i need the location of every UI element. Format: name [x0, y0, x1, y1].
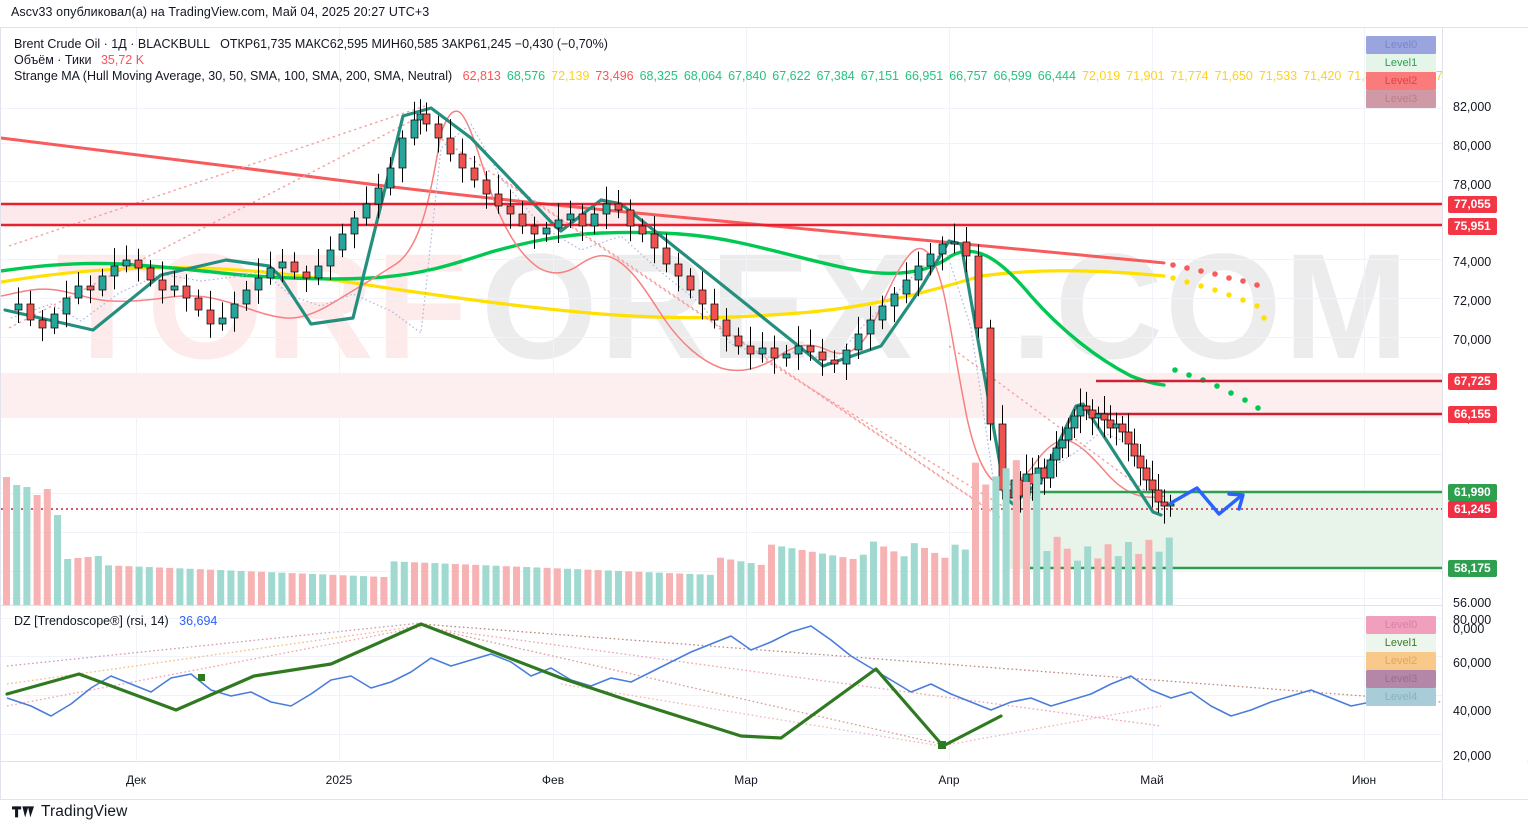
price-tick-4: 72,000 [1453, 294, 1492, 308]
price-badge-61,245: 61,245 [1448, 501, 1497, 518]
tradingview-logo[interactable]: TradingView [12, 800, 127, 824]
price-tick-8: 56.000 [1453, 596, 1492, 610]
ma-value-5: 68,064 [683, 69, 723, 83]
price-tick-9: 0,000 [1453, 622, 1485, 636]
indicator-level-badge-3[interactable]: Level3 [1366, 670, 1436, 688]
volume-label: Объём · Тики [14, 53, 92, 67]
time-axis[interactable]: Дек 2025 Фев Мар Апр Май Июн [1, 762, 1442, 799]
price-badge-75,951: 75,951 [1448, 218, 1497, 235]
ma-row[interactable]: Strange MA (Hull Moving Average, 30, 50,… [14, 68, 1442, 84]
ma-value-0: 62,813 [462, 69, 501, 83]
ma-value-10: 66,951 [905, 69, 944, 83]
main-level-badges[interactable]: Level0 Level1 Level2 Level3 [1366, 36, 1436, 108]
volume-value: 35,72 K [100, 53, 145, 67]
ma-value-7: 67,622 [772, 69, 811, 83]
time-label-4: Апр [938, 773, 960, 787]
ma-value-15: 71,901 [1126, 69, 1165, 83]
ma-value-2: 72,139 [551, 69, 590, 83]
indicator-pane[interactable]: DZ [Trendoscope®] (rsi, 14) 36,694 Level… [1, 606, 1442, 761]
price-badge-77,055: 77,055 [1448, 196, 1497, 213]
indicator-title: DZ [Trendoscope®] (rsi, 14) [14, 614, 169, 628]
main-level-badge-2[interactable]: Level2 [1366, 72, 1436, 90]
indicator-value: 36,694 [179, 614, 218, 628]
tradingview-wordmark: TradingView [41, 803, 128, 820]
main-level-badge-0[interactable]: Level0 [1366, 36, 1436, 54]
ma-value-4: 68,325 [639, 69, 678, 83]
indicator-tick-2: 40,000 [1453, 704, 1492, 718]
ma-values: 62,813 68,576 72,139 73,496 68,325 68,064 67,8… [463, 69, 1442, 83]
time-label-3: Мар [734, 773, 758, 787]
ma-value-1: 68,576 [506, 69, 546, 83]
exchange-label: BLACKBULL [137, 37, 210, 51]
price-chart-canvas [1, 99, 1442, 605]
symbol-sep2: · [130, 37, 135, 51]
time-label-5: Май [1140, 773, 1164, 787]
chart-frame: TORF OREX .COM [0, 27, 1528, 800]
ma-value-13: 66,444 [1037, 69, 1076, 83]
ma-value-22: 71,083 [1435, 69, 1442, 83]
indicator-level-badge-2[interactable]: Level2 [1366, 652, 1436, 670]
ma-value-11: 66,757 [949, 69, 988, 83]
main-level-badge-3[interactable]: Level3 [1366, 90, 1436, 108]
indicator-tick-3: 20,000 [1453, 749, 1492, 763]
pane-divider-1[interactable] [1, 605, 1442, 606]
time-label-2: Фев [541, 773, 565, 787]
interval-label[interactable]: 1Д [111, 37, 127, 51]
ma-value-17: 71,650 [1214, 69, 1253, 83]
price-badge-58,175: 58,175 [1448, 560, 1497, 577]
ma-value-8: 67,384 [816, 69, 855, 83]
price-tick-3: 74,000 [1453, 255, 1492, 269]
ma-value-3: 73,496 [595, 69, 634, 83]
ma-value-6: 67,840 [728, 69, 767, 83]
price-tick-0: 82,000 [1453, 100, 1492, 114]
symbol-row[interactable]: Brent Crude Oil · 1Д · BLACKBULL ОТКР61,… [14, 36, 1414, 52]
indicator-legend[interactable]: DZ [Trendoscope®] (rsi, 14) 36,694 [14, 614, 217, 628]
ma-value-19: 71,420 [1303, 69, 1342, 83]
indicator-level-badge-4[interactable]: Level4 [1366, 688, 1436, 706]
symbol-sep1: · [103, 37, 108, 51]
indicator-tick-0: 80,000 [1453, 613, 1492, 627]
ma-value-18: 71,533 [1258, 69, 1298, 83]
indicator-level-badge-0[interactable]: Level0 [1366, 616, 1436, 634]
publisher-text: Ascv33 опубликовал(а) на TradingView.com… [11, 5, 430, 19]
ma-value-14: 72,019 [1081, 69, 1121, 83]
ohlc-values: ОТКР61,735 МАКС62,595 МИН60,585 ЗАКР61,2… [220, 37, 608, 51]
price-axis[interactable]: USD 82,00080,00078,00074,00072,00070,000… [1442, 28, 1528, 763]
main-price-pane[interactable]: TORF OREX .COM [1, 28, 1442, 605]
indicator-level-badge-1[interactable]: Level1 [1366, 634, 1436, 652]
indicator-level-badges[interactable]: Level0 Level1 Level2 Level3 Level4 [1366, 616, 1436, 706]
time-label-6: Июн [1351, 773, 1377, 787]
time-label-0: Дек [125, 773, 147, 787]
symbol-name[interactable]: Brent Crude Oil [14, 37, 101, 51]
price-badge-67,725: 67,725 [1448, 373, 1497, 390]
price-badge-66,155: 66,155 [1448, 406, 1497, 423]
time-label-1: 2025 [325, 773, 353, 787]
price-tick-5: 70,000 [1453, 333, 1492, 347]
axis-corner [1442, 762, 1528, 799]
tradingview-mark-icon [12, 805, 34, 817]
pane-divider-2[interactable] [1, 761, 1442, 762]
volume-row[interactable]: Объём · Тики 35,72 K [14, 52, 1414, 68]
price-badge-61,990: 61,990 [1448, 484, 1497, 501]
indicator-tick-1: 60,000 [1453, 656, 1492, 670]
ma-title: Strange MA (Hull Moving Average, 30, 50,… [14, 69, 453, 83]
main-level-badge-1[interactable]: Level1 [1366, 54, 1436, 72]
ma-value-12: 66,599 [993, 69, 1032, 83]
ma-value-16: 71,774 [1170, 69, 1209, 83]
main-pane-legend: Brent Crude Oil · 1Д · BLACKBULL ОТКР61,… [14, 36, 1442, 84]
price-tick-2: 78,000 [1453, 178, 1492, 192]
ma-value-9: 67,151 [860, 69, 899, 83]
price-tick-1: 80,000 [1453, 139, 1492, 153]
publisher-bar: Ascv33 опубликовал(а) на TradingView.com… [0, 0, 1528, 27]
rsi-chart-canvas [5, 622, 1442, 749]
